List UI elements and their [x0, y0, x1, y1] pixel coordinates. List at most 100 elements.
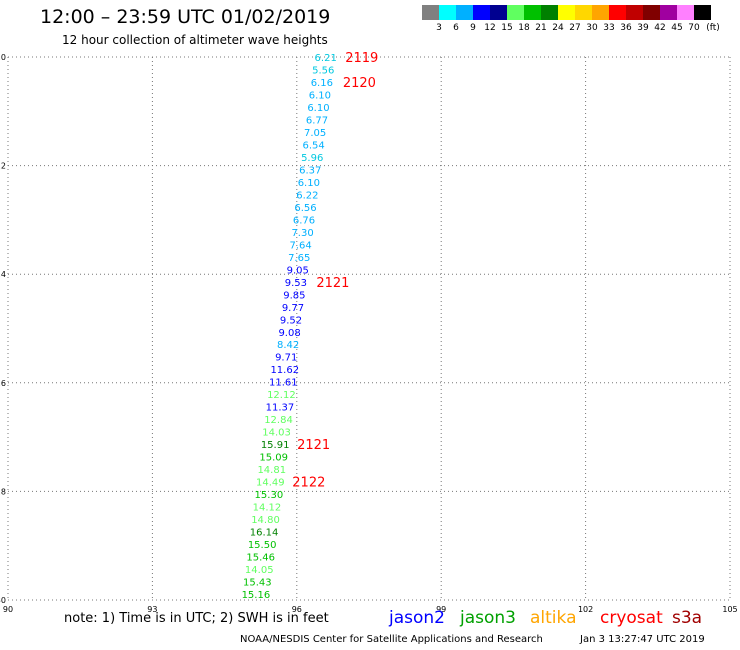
- wave-height-reading: 9.53: [285, 278, 307, 289]
- footer-note: note: 1) Time is in UTC; 2) SWH is in fe…: [64, 611, 329, 626]
- wave-height-reading: 7.64: [290, 240, 312, 251]
- legend-swatch: [677, 5, 694, 20]
- lon-tick-label: 102: [578, 605, 593, 614]
- wave-height-reading: 6.37: [299, 165, 321, 176]
- satellite-altika: altika: [530, 608, 577, 628]
- wave-height-reading: 12.12: [267, 390, 296, 401]
- legend-label: 12: [484, 23, 496, 33]
- legend-label: 33: [603, 23, 615, 33]
- pass-number-label: 2120: [343, 76, 376, 91]
- wave-height-reading: 15.43: [243, 578, 272, 589]
- lat-tick-label: -20: [0, 53, 6, 62]
- lon-tick-label: 96: [292, 605, 302, 614]
- lon-tick-label: 93: [147, 605, 157, 614]
- wave-height-reading: 16.14: [250, 528, 279, 539]
- pass-number-label: 2121: [316, 276, 349, 291]
- wave-height-reading: 9.05: [287, 265, 309, 276]
- wave-height-reading: 9.52: [280, 315, 302, 326]
- legend-swatch: [558, 5, 575, 20]
- wave-height-reading: 6.77: [306, 115, 328, 126]
- pass-number-label: 2122: [292, 476, 325, 491]
- legend-swatch: [507, 5, 524, 20]
- wave-height-reading: 5.96: [301, 153, 323, 164]
- wave-height-reading: 11.62: [270, 365, 299, 376]
- wave-height-reading: 15.91: [261, 440, 290, 451]
- wave-height-reading: 9.85: [283, 290, 305, 301]
- wave-height-reading: 14.81: [257, 465, 286, 476]
- wave-height-reading: 15.16: [242, 590, 271, 601]
- wave-height-reading: 6.10: [298, 178, 320, 189]
- legend-swatch: [473, 5, 490, 20]
- satellite-jason2: jason2: [389, 608, 445, 628]
- map-title: 12:00 – 23:59 UTC 01/02/2019: [40, 6, 331, 28]
- lat-tick-label: -28: [0, 487, 6, 496]
- legend-swatch: [694, 5, 711, 20]
- wave-height-reading: 15.46: [246, 553, 275, 564]
- legend-label: 27: [569, 23, 581, 33]
- wave-height-reading: 6.22: [296, 190, 318, 201]
- legend-label: 15: [501, 23, 513, 33]
- wave-height-reading: 7.05: [304, 128, 326, 139]
- wave-height-reading: 14.80: [251, 515, 280, 526]
- legend-swatch: [524, 5, 541, 20]
- legend-swatch: [592, 5, 609, 20]
- wave-height-reading: 7.65: [288, 253, 310, 264]
- wave-height-reading: 11.37: [266, 403, 295, 414]
- satellite-s3a: s3a: [672, 608, 703, 628]
- wave-height-reading: 14.49: [256, 478, 285, 489]
- lat-tick-label: -26: [0, 379, 6, 388]
- legend-label: 39: [637, 23, 649, 33]
- wave-height-reading: 11.61: [269, 378, 298, 389]
- wave-height-reading: 15.30: [255, 490, 284, 501]
- wave-height-reading: 9.71: [275, 353, 297, 364]
- legend-label: 21: [535, 23, 547, 33]
- pass-number-label: 2119: [345, 51, 378, 66]
- legend-label: 42: [654, 23, 666, 33]
- lat-tick-label: -24: [0, 270, 6, 279]
- legend-label: 45: [671, 23, 683, 33]
- legend-label: 9: [470, 23, 476, 33]
- wave-height-reading: 7.30: [291, 228, 313, 239]
- legend-label: 18: [518, 23, 530, 33]
- lat-tick-label: -22: [0, 162, 6, 171]
- wave-height-reading: 14.03: [262, 428, 291, 439]
- wave-height-reading: 5.56: [312, 65, 334, 76]
- map-subtitle: 12 hour collection of altimeter wave hei…: [62, 33, 328, 47]
- legend-swatch: [626, 5, 643, 20]
- wave-height-reading: 15.09: [259, 453, 288, 464]
- legend-swatch: [541, 5, 558, 20]
- wave-height-reading: 14.12: [253, 503, 282, 514]
- lat-tick-label: -30: [0, 596, 6, 605]
- wave-height-reading: 6.54: [303, 140, 325, 151]
- lon-tick-label: 99: [436, 605, 446, 614]
- legend-swatch: [643, 5, 660, 20]
- legend-unit: (ft): [706, 23, 720, 33]
- legend-label: 6: [453, 23, 459, 33]
- wave-height-reading: 14.05: [245, 565, 274, 576]
- legend-label: 70: [688, 23, 700, 33]
- wave-height-reading: 6.10: [307, 103, 329, 114]
- wave-height-reading: 6.10: [309, 90, 331, 101]
- legend-swatch: [456, 5, 473, 20]
- legend-swatch: [575, 5, 592, 20]
- pass-number-label: 2121: [297, 438, 330, 453]
- legend-label: 30: [586, 23, 598, 33]
- wave-height-reading: 6.56: [294, 203, 316, 214]
- wave-height-reading: 15.50: [248, 540, 277, 551]
- wave-height-reading: 6.16: [311, 78, 333, 89]
- satellite-jason3: jason3: [460, 608, 516, 628]
- credit-line: NOAA/NESDIS Center for Satellite Applica…: [240, 634, 543, 645]
- legend-swatch: [422, 5, 439, 20]
- legend-label: 24: [552, 23, 564, 33]
- legend-swatch: [660, 5, 677, 20]
- wave-height-reading: 9.77: [282, 303, 304, 314]
- legend-label: 36: [620, 23, 632, 33]
- satellite-cryosat: cryosat: [600, 608, 663, 628]
- generated-timestamp: Jan 3 13:27:47 UTC 2019: [580, 634, 705, 645]
- wave-height-reading: 12.84: [264, 415, 293, 426]
- wave-height-reading: 6.76: [293, 215, 315, 226]
- wave-height-reading: 9.08: [278, 328, 300, 339]
- lon-tick-label: 90: [3, 605, 13, 614]
- legend-swatch: [490, 5, 507, 20]
